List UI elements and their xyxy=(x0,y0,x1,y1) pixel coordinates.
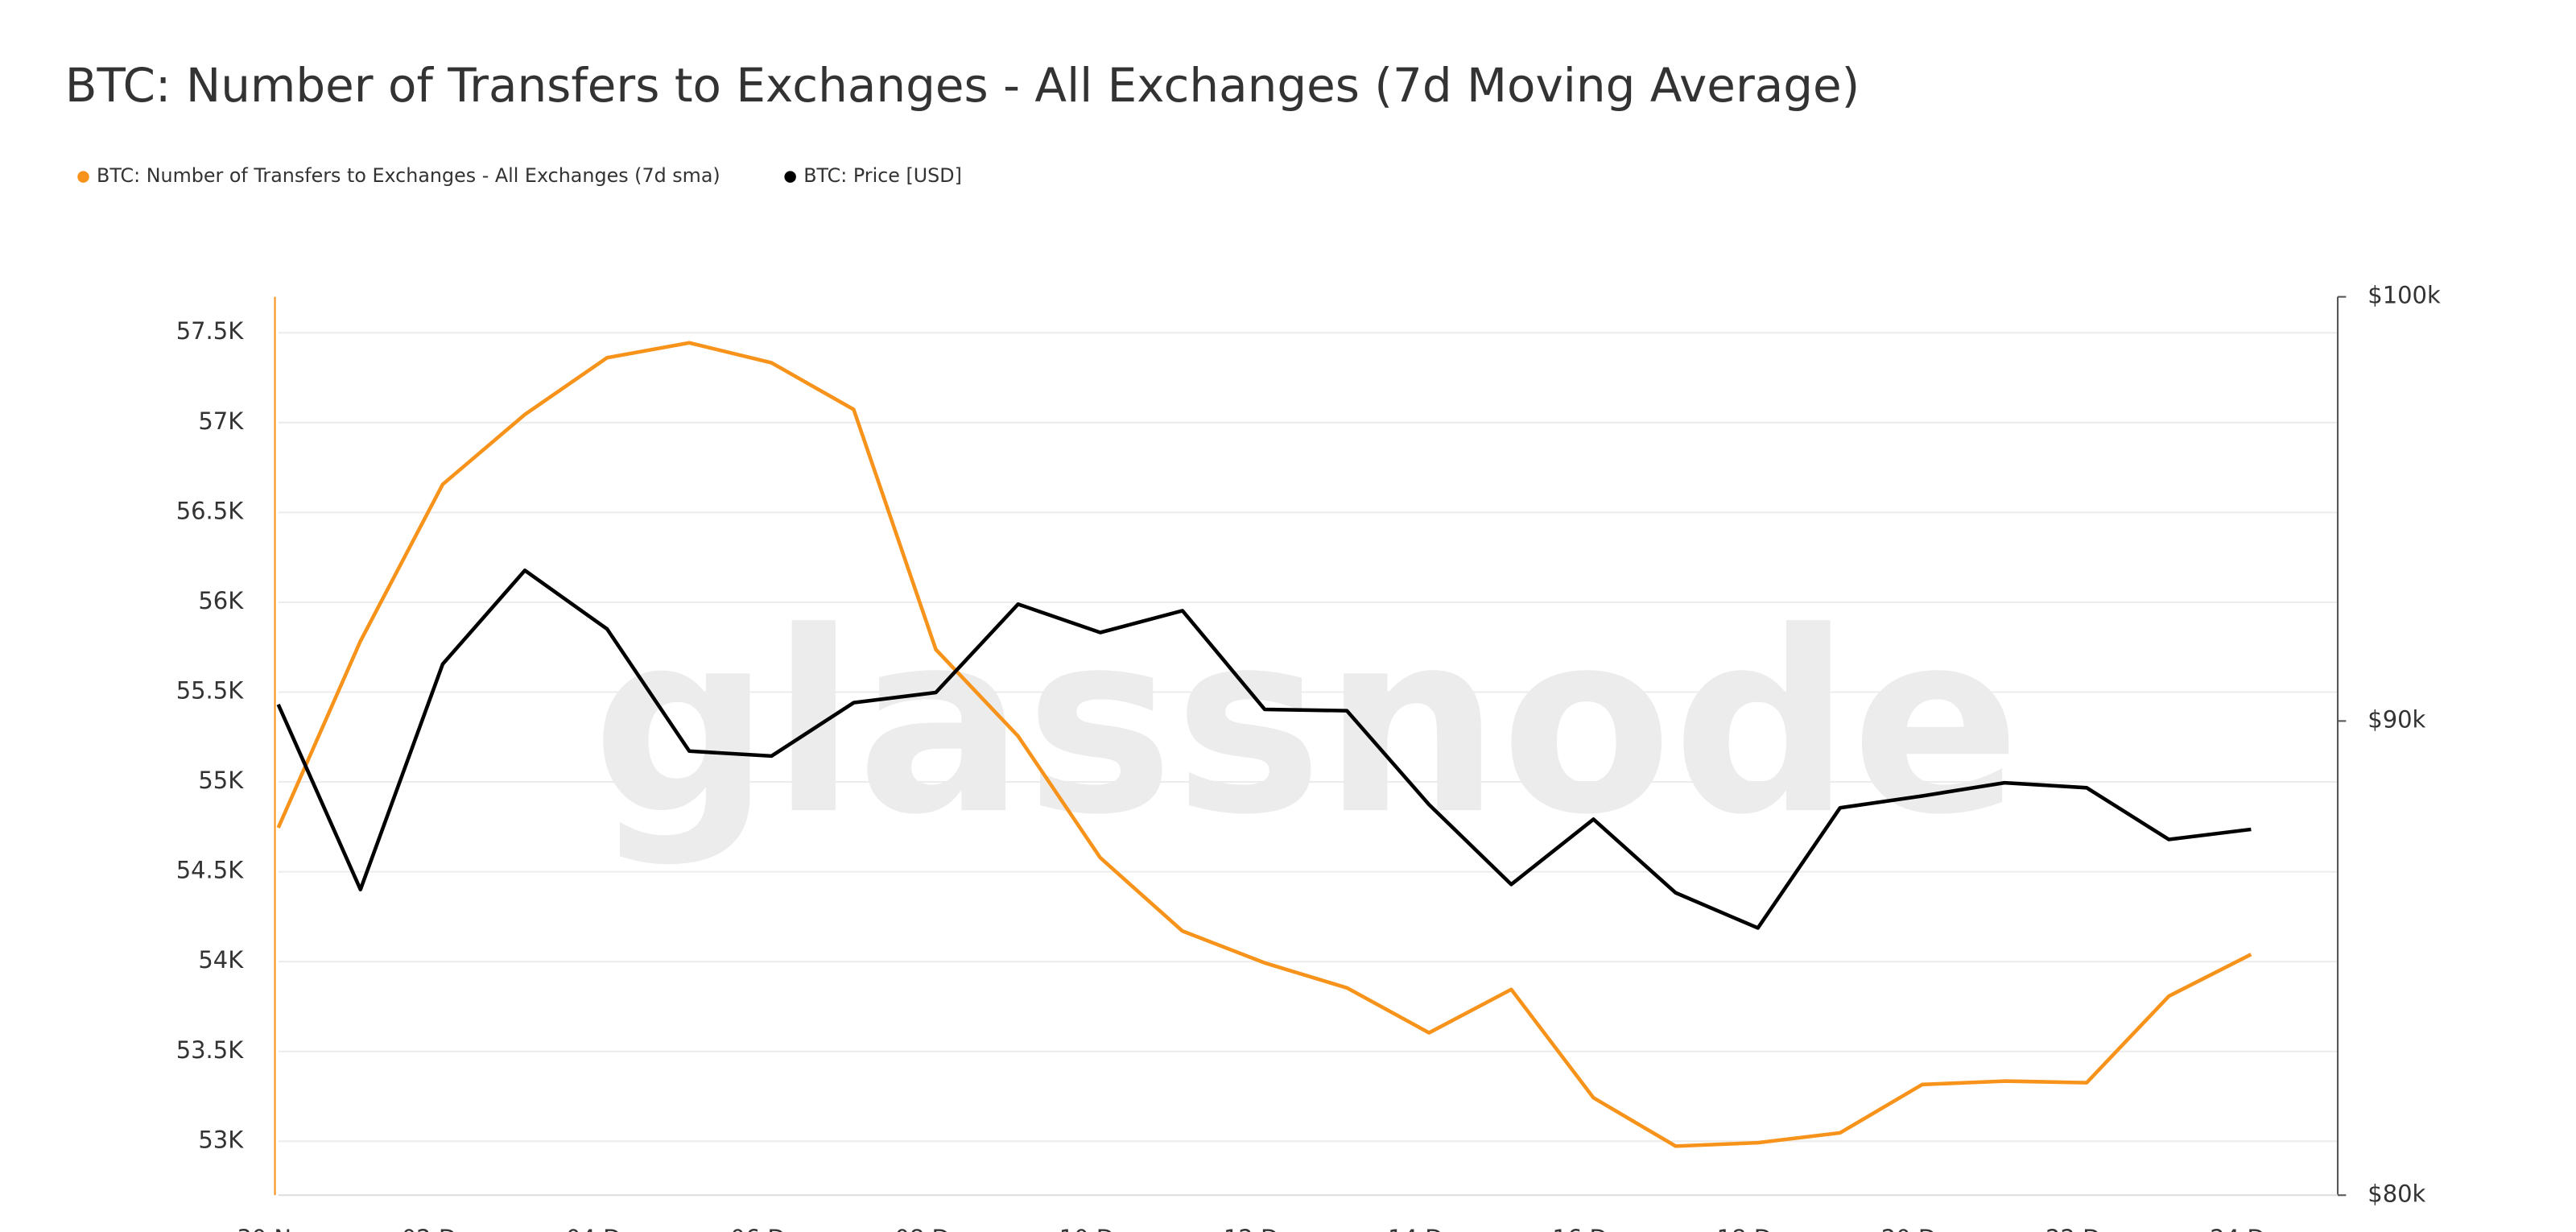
x-tick-label: 30 Nov xyxy=(237,1225,320,1232)
series-line xyxy=(276,568,2252,930)
y-tick-label: 54K xyxy=(198,946,244,974)
x-tick-label: 10 Dec xyxy=(1059,1225,1141,1232)
y2-tick-label: $80k xyxy=(2368,1180,2425,1207)
x-tick-label: 06 Dec xyxy=(730,1225,812,1232)
y-tick-label: 57K xyxy=(198,407,244,435)
y-tick-label: 56K xyxy=(198,587,244,614)
x-tick-label: 04 Dec xyxy=(566,1225,648,1232)
y-tick-label: 54.5K xyxy=(176,857,245,884)
y-tick-label: 57.5K xyxy=(176,317,245,345)
x-tick-label: 12 Dec xyxy=(1224,1225,1306,1232)
x-tick-label: 18 Dec xyxy=(1717,1225,1799,1232)
y-tick-label: 53.5K xyxy=(176,1036,245,1064)
y-tick-label: 53K xyxy=(198,1126,244,1153)
x-tick-label: 14 Dec xyxy=(1388,1225,1470,1232)
watermark: glassnode xyxy=(592,579,2021,870)
y-tick-label: 55K xyxy=(198,767,244,794)
x-tick-label: 02 Dec xyxy=(402,1225,484,1232)
legend: BTC: Number of Transfers to Exchanges - … xyxy=(77,164,962,187)
series-line xyxy=(276,341,2252,1148)
legend-marker xyxy=(784,171,796,183)
x-tick-label: 08 Dec xyxy=(894,1225,976,1232)
chart-title: BTC: Number of Transfers to Exchanges - … xyxy=(65,58,1860,113)
y-tick-label: 56.5K xyxy=(176,497,245,524)
legend-marker xyxy=(77,171,89,183)
y2-tick-label: $90k xyxy=(2368,705,2425,733)
x-tick-label: 22 Dec xyxy=(2046,1225,2128,1232)
x-tick-label: 20 Dec xyxy=(1881,1225,1963,1232)
legend-label: BTC: Number of Transfers to Exchanges - … xyxy=(97,164,720,187)
x-tick-label: 24 Dec xyxy=(2210,1225,2292,1232)
y2-tick-label: $100k xyxy=(2368,282,2441,309)
x-tick-label: 16 Dec xyxy=(1552,1225,1634,1232)
legend-label: BTC: Price [USD] xyxy=(803,164,962,187)
y-tick-label: 55.5K xyxy=(176,677,245,705)
